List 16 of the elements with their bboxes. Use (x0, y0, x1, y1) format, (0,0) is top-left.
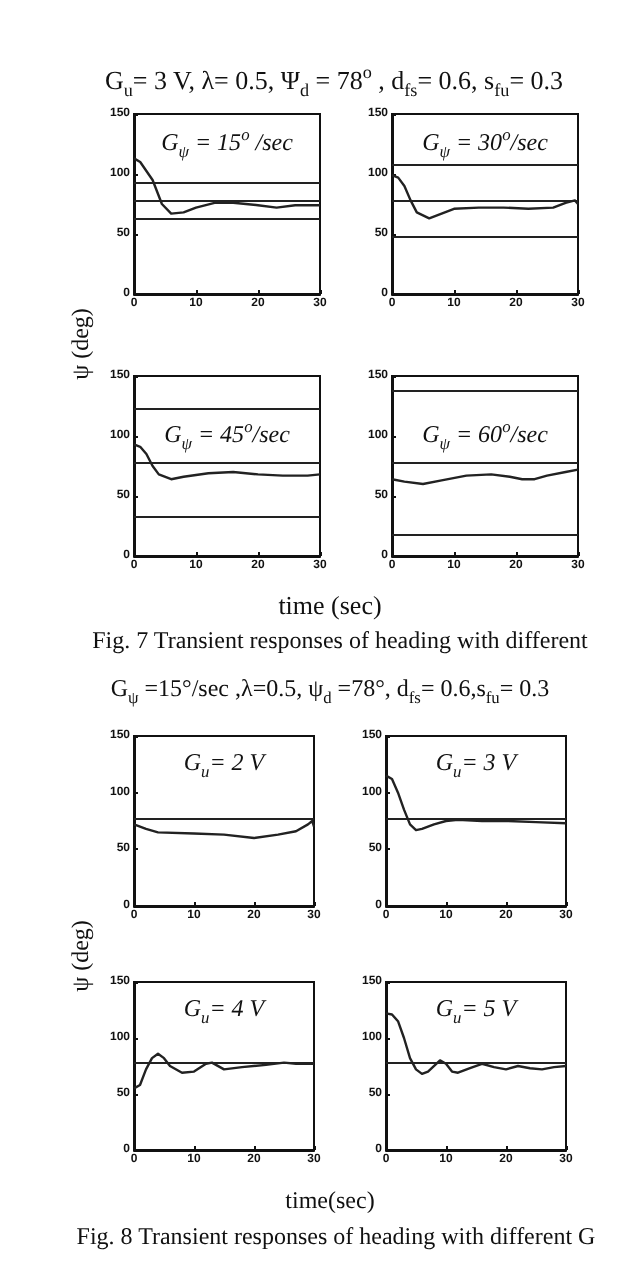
text: G$_{u}$= 3 V, λ= 0.5, Ψ$_{d}$ = 78$^{o}$ , d$_{fs}$= 0.6, s$_{fu}$= 0.3 (104, 62, 564, 100)
text: G$_{u}$= 3 V (435, 748, 517, 782)
caption: Fig. 8 Transient responses of heading with different G (76, 1222, 596, 1250)
text: G$_{ψ}$ = 30$^{o}$/sec (422, 126, 548, 162)
text: G$_{u}$= 2 V (183, 748, 265, 782)
text: G$_{ψ}$ = 15$^{o}$ /sec (161, 126, 293, 162)
text: G$_{u}$= 5 V (435, 994, 517, 1028)
y-axis-title: ψ (deg) (66, 308, 94, 380)
x-axis-title: time (sec) (278, 590, 382, 620)
y-axis-title: ψ (deg) (66, 920, 94, 992)
caption: Fig. 7 Transient responses of heading with different (92, 626, 588, 654)
x-axis-title: time(sec) (285, 1186, 375, 1214)
text: G$_{ψ}$ = 45$^{o}$/sec (164, 418, 290, 454)
text: G$_{ψ}$ =15°/sec ,λ=0.5, ψ$_{d}$ =78°, d$_{fs}$= 0.6,s$_{fu}$= 0.3 (110, 674, 550, 707)
text: G$_{ψ}$ = 60$^{o}$/sec (422, 418, 548, 454)
text: G$_{u}$= 4 V (183, 994, 265, 1028)
